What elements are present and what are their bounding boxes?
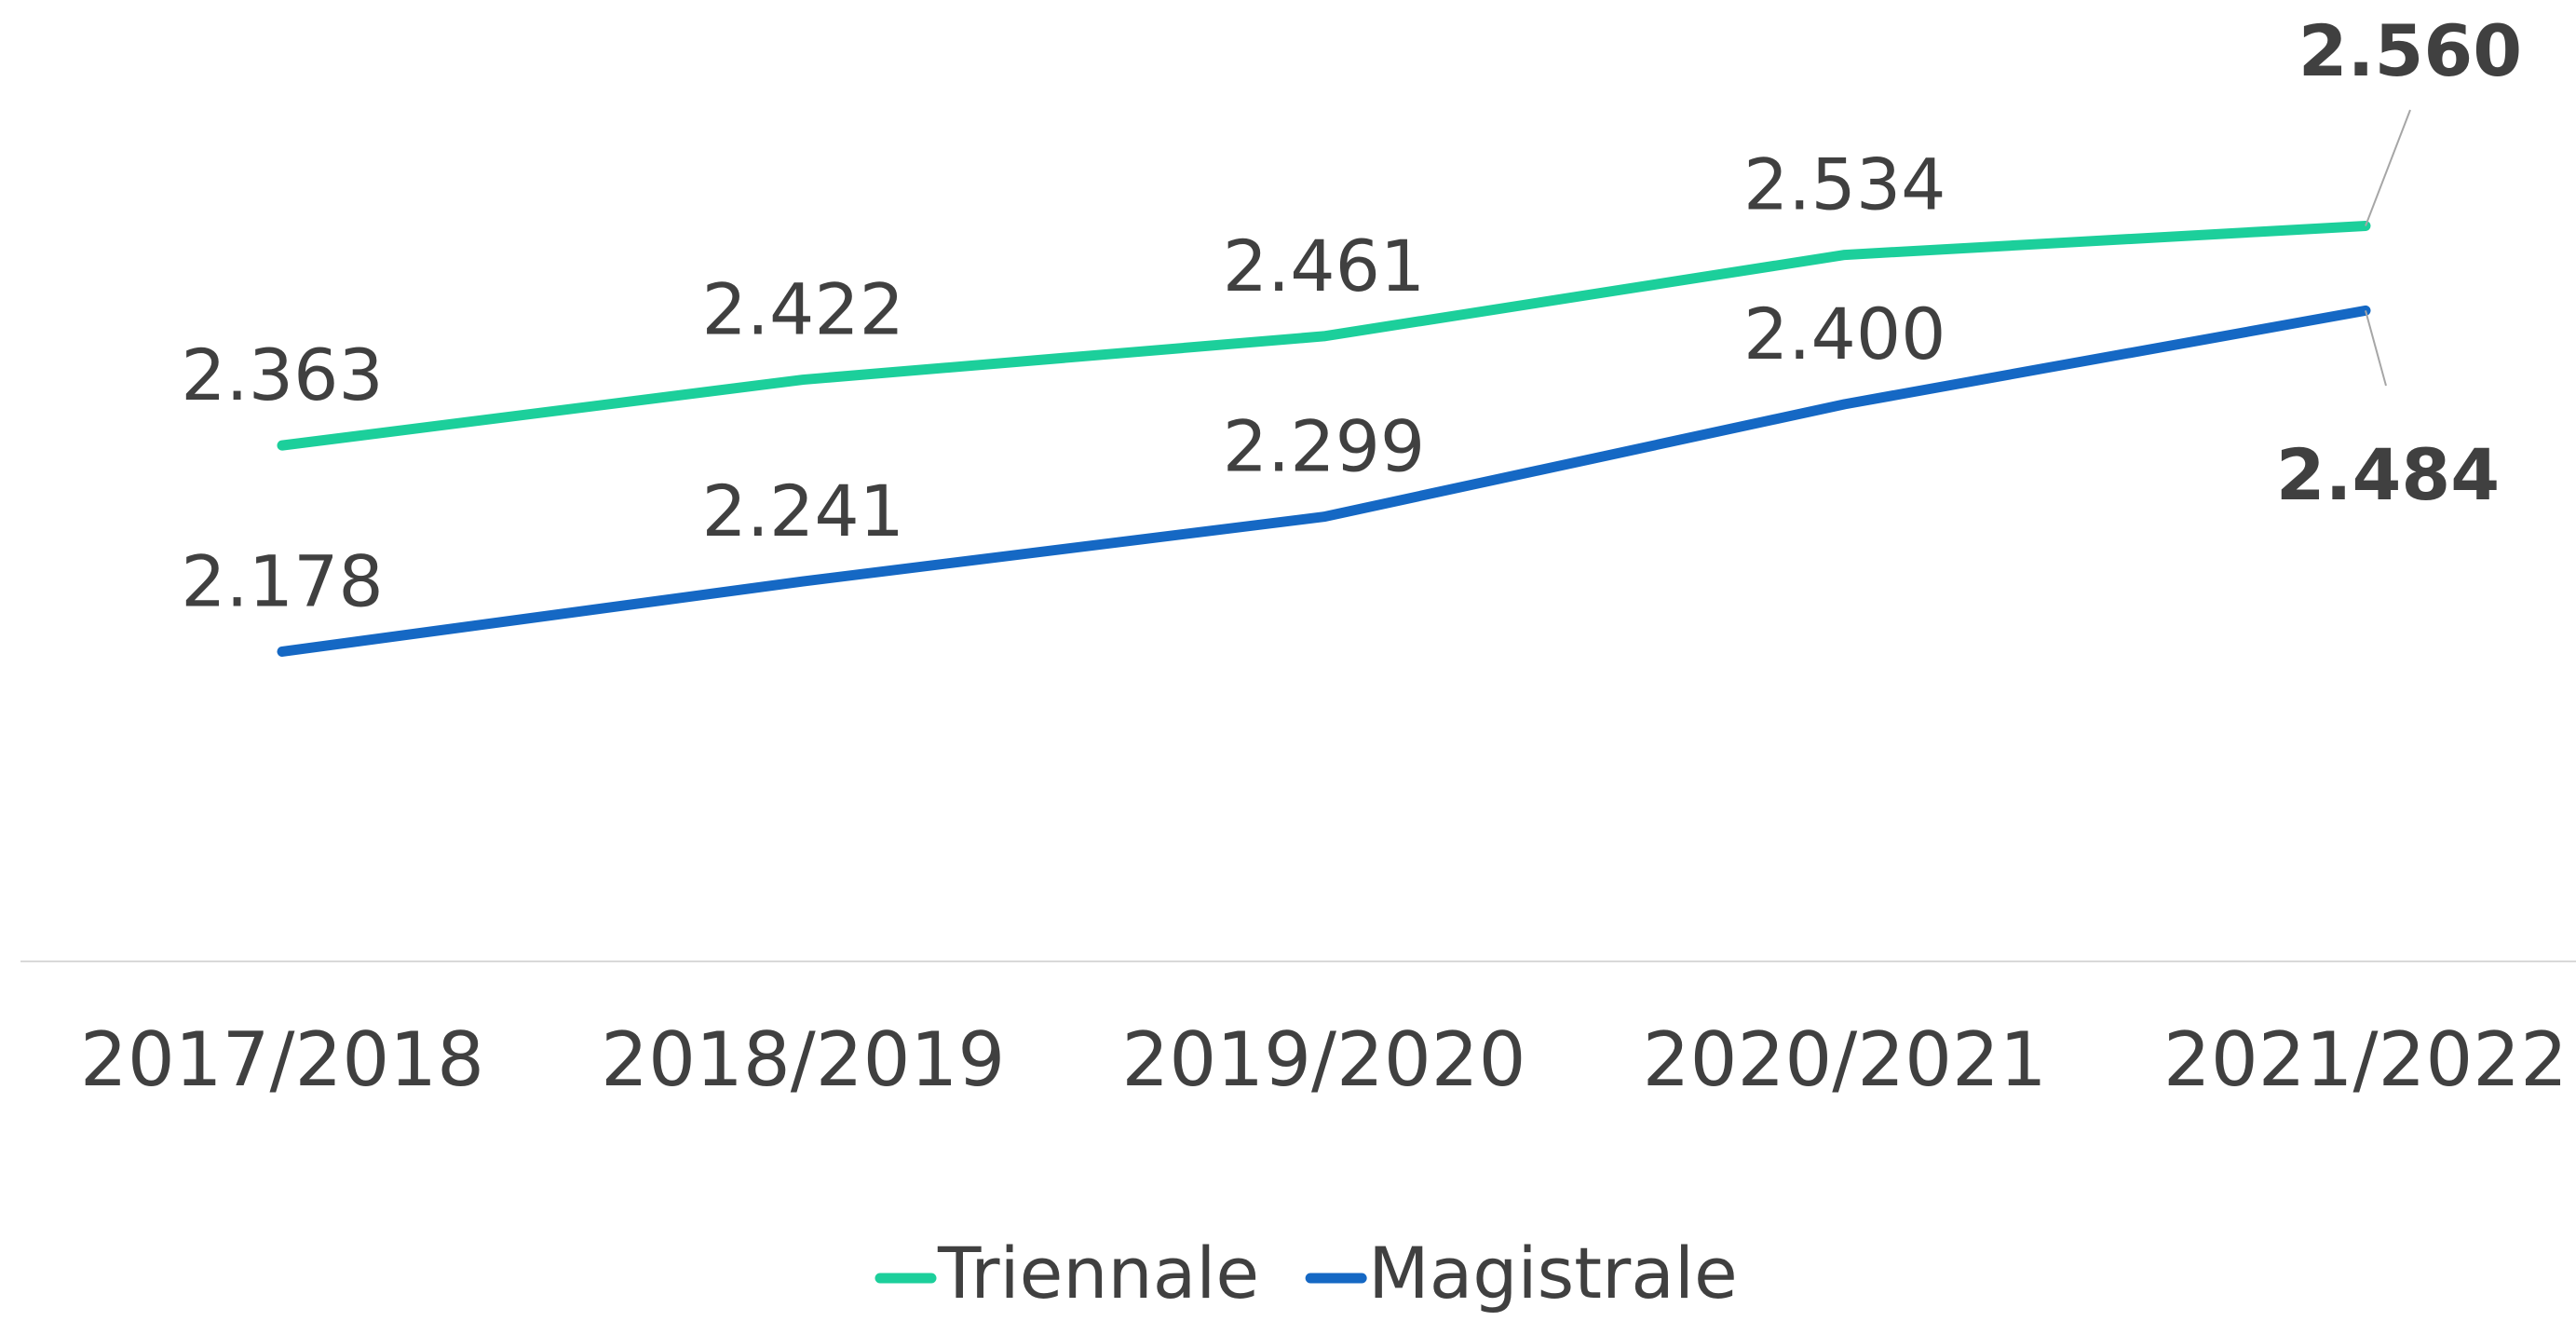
- leader-line: [2365, 310, 2387, 387]
- data-label: 2.422: [701, 268, 904, 351]
- x-tick-label: 2019/2020: [1121, 1016, 1525, 1103]
- series-line: [277, 305, 2371, 657]
- x-tick-label: 2017/2018: [80, 1016, 484, 1103]
- leader-line: [2365, 109, 2411, 226]
- data-label: 2.400: [1743, 293, 1946, 375]
- legend-label: Triennale: [937, 1232, 1259, 1314]
- data-label: 2.178: [181, 539, 384, 622]
- data-label: 2.299: [1223, 405, 1426, 488]
- data-label: 2.461: [1223, 225, 1426, 307]
- data-label: 2.560: [2298, 9, 2522, 92]
- data-label: 2.241: [701, 470, 904, 552]
- x-tick-label: 2021/2022: [2163, 1016, 2568, 1103]
- data-label: 2.534: [1743, 143, 1946, 226]
- series-line: [277, 220, 2371, 451]
- legend-label: Magistrale: [1368, 1232, 1738, 1314]
- x-tick-label: 2020/2021: [1643, 1016, 2047, 1103]
- data-label: 2.484: [2276, 433, 2500, 516]
- data-label: 2.363: [181, 334, 384, 416]
- x-tick-label: 2018/2019: [601, 1016, 1005, 1103]
